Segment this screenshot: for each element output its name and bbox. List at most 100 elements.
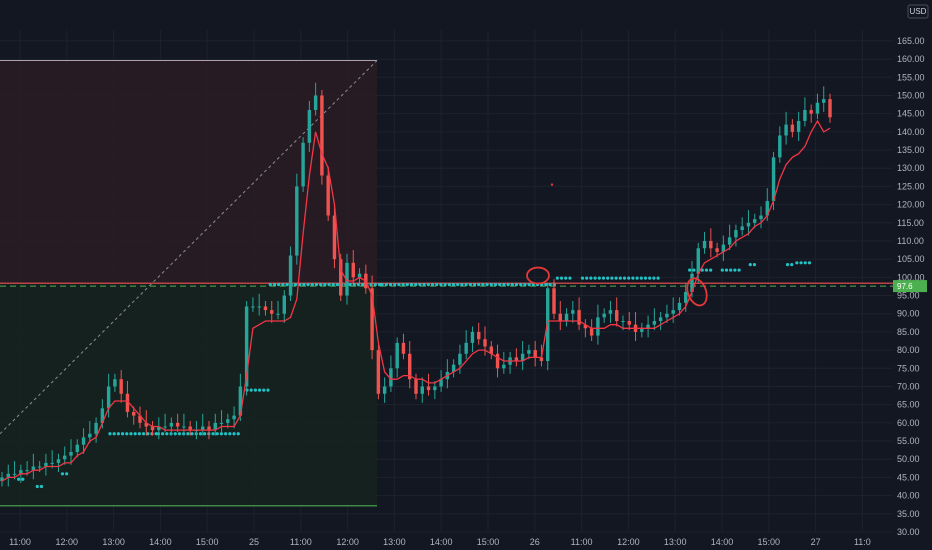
candle-body xyxy=(201,426,205,431)
y-tick-label: 145.00 xyxy=(897,109,925,119)
candle-body xyxy=(658,317,663,322)
candle-body xyxy=(734,230,738,238)
indicator-dot xyxy=(785,263,790,267)
candle-body xyxy=(715,248,719,252)
indicator-dot xyxy=(165,432,169,436)
candle-body xyxy=(257,306,261,308)
indicator-dot xyxy=(120,432,125,436)
indicator-dot xyxy=(211,432,215,436)
candle-body xyxy=(169,422,174,427)
x-tick-label: 12:00 xyxy=(56,537,79,547)
candle-body xyxy=(295,186,299,256)
y-tick-label: 50.00 xyxy=(897,454,920,464)
indicator-dot xyxy=(21,477,25,481)
indicator-dot xyxy=(154,432,158,436)
candle-body xyxy=(276,313,280,315)
indicator-dot xyxy=(190,432,194,436)
candle-body xyxy=(175,422,180,427)
candle-body xyxy=(696,248,700,274)
candle-body xyxy=(345,262,349,296)
y-tick-label: 130.00 xyxy=(897,163,925,173)
indicator-dot xyxy=(388,283,393,287)
candle-body xyxy=(477,331,481,340)
candle-body xyxy=(395,342,399,369)
candle-body xyxy=(577,310,581,325)
y-tick-label: 60.00 xyxy=(897,418,920,428)
x-tick-label: 14:00 xyxy=(430,537,453,547)
indicator-dot xyxy=(656,276,660,280)
indicator-dot xyxy=(514,283,519,287)
indicator-dot xyxy=(418,283,422,287)
indicator-dot xyxy=(737,268,741,272)
indicator-dot xyxy=(409,283,414,287)
x-tick-label: 14:00 xyxy=(149,537,172,547)
indicator-dot xyxy=(293,283,298,287)
candle-body xyxy=(132,411,136,416)
candle-body xyxy=(564,313,569,322)
indicator-dot xyxy=(510,283,514,287)
x-tick-label: 15:00 xyxy=(758,537,781,547)
indicator-dot xyxy=(262,388,266,392)
price-axis[interactable]: 165.00 160.00 155.00 150.00 145.00 140.00 135.… xyxy=(893,36,927,537)
candle-body xyxy=(100,408,105,423)
x-tick-label: 13:00 xyxy=(664,537,687,547)
indicator-dot xyxy=(564,276,568,280)
time-axis[interactable]: 11:00 12:00 13:00 14:00 15:00 25 11:00 12:00 13:… xyxy=(9,537,871,547)
indicator-dot xyxy=(443,283,447,287)
candle-body xyxy=(288,255,293,296)
candle-body xyxy=(784,124,788,136)
candle-body xyxy=(182,426,186,428)
x-tick-label: 13:00 xyxy=(383,537,406,547)
annotation-circle xyxy=(526,266,550,285)
indicator-dot xyxy=(506,283,510,287)
candle-body xyxy=(357,273,362,278)
indicator-dot xyxy=(129,432,133,436)
diagonal-line xyxy=(0,60,378,435)
currency-badge[interactable]: USD xyxy=(907,4,929,19)
indicator-dot xyxy=(502,283,506,287)
candle-body xyxy=(439,379,443,387)
candle-body xyxy=(677,302,682,311)
x-tick-label: 11:00 xyxy=(9,537,31,547)
candle-body xyxy=(376,350,381,394)
y-tick-label: 105.00 xyxy=(897,254,925,264)
current-price-label: 97.6 xyxy=(897,282,913,291)
indicator-dot xyxy=(451,283,456,287)
candle-body xyxy=(464,342,468,354)
indicator-dot xyxy=(60,472,65,476)
candle-body xyxy=(326,175,330,216)
candle-body xyxy=(244,306,249,387)
y-tick-label: 55.00 xyxy=(897,436,920,446)
candle-body xyxy=(320,95,324,176)
y-tick-label: 70.00 xyxy=(897,381,920,391)
indicator-dot xyxy=(277,283,281,287)
candle-body xyxy=(6,473,10,478)
x-tick-label: 11:0 xyxy=(854,537,871,547)
indicator-dot xyxy=(352,283,356,287)
y-tick-label: 75.00 xyxy=(897,363,920,373)
candle-body xyxy=(533,350,537,358)
indicator-dot xyxy=(186,432,190,436)
candle-body xyxy=(251,306,255,308)
indicator-dot xyxy=(648,276,652,280)
candle-body xyxy=(75,444,79,452)
candle-body xyxy=(520,353,525,362)
indicator-dot xyxy=(348,283,352,287)
indicator-dot xyxy=(477,283,481,287)
candle-body xyxy=(106,386,111,409)
candle-body xyxy=(12,473,17,475)
candle-body xyxy=(238,386,243,416)
candle-body xyxy=(702,240,707,249)
candle-body xyxy=(771,157,776,201)
indicator-dot xyxy=(361,283,365,287)
candle-body xyxy=(583,324,588,329)
indicator-dot xyxy=(597,276,601,280)
indicator-dot xyxy=(236,432,240,436)
indicator-dot xyxy=(493,283,498,287)
candle-body xyxy=(721,244,726,252)
candle-body xyxy=(138,415,142,423)
indicator-dot xyxy=(606,276,610,280)
candle-body xyxy=(31,466,36,471)
candle-body xyxy=(558,313,562,322)
